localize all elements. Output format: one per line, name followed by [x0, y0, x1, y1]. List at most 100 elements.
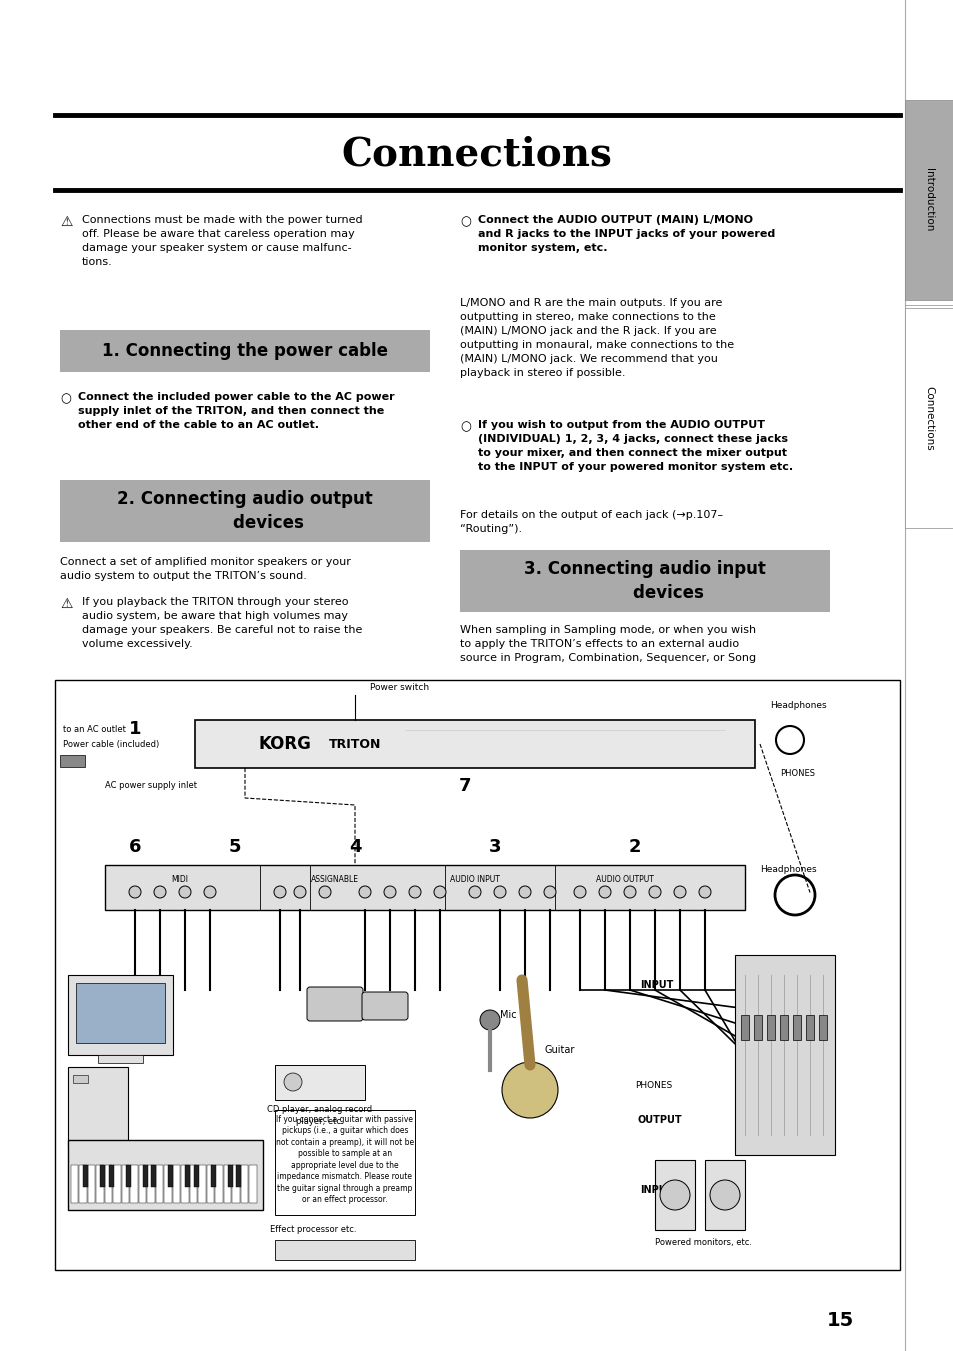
Circle shape — [434, 886, 446, 898]
Bar — [100, 1165, 106, 1188]
Text: Connections must be made with the power turned
off. Please be aware that careles: Connections must be made with the power … — [82, 215, 362, 267]
Text: Connect the AUDIO OUTPUT (MAIN) L/MONO
and R jacks to the INPUT jacks of your po: Connect the AUDIO OUTPUT (MAIN) L/MONO a… — [477, 215, 775, 253]
Bar — [211, 1165, 215, 1188]
Text: Effect processor etc.: Effect processor etc. — [270, 1225, 356, 1233]
Bar — [194, 720, 754, 767]
Bar — [241, 1165, 248, 1202]
Bar — [109, 1165, 113, 1188]
Circle shape — [204, 886, 215, 898]
Text: AUDIO INPUT: AUDIO INPUT — [450, 875, 499, 884]
Bar — [233, 1165, 240, 1202]
Bar — [207, 1165, 214, 1202]
Bar — [143, 1165, 148, 1188]
Circle shape — [274, 886, 286, 898]
Bar — [172, 1165, 180, 1202]
Text: 7: 7 — [458, 777, 471, 794]
Circle shape — [574, 886, 585, 898]
Bar — [60, 330, 430, 372]
Circle shape — [409, 886, 420, 898]
Bar — [131, 1165, 138, 1202]
FancyBboxPatch shape — [361, 992, 408, 1020]
Text: INPUT: INPUT — [639, 1185, 673, 1196]
Bar — [98, 1055, 143, 1063]
Circle shape — [648, 886, 660, 898]
Circle shape — [318, 886, 331, 898]
Bar — [215, 1165, 223, 1202]
Text: Connect a set of amplified monitor speakers or your
audio system to output the T: Connect a set of amplified monitor speak… — [60, 557, 351, 581]
Bar — [766, 1015, 774, 1040]
Text: 2: 2 — [628, 838, 640, 857]
Circle shape — [153, 886, 166, 898]
Circle shape — [543, 886, 556, 898]
Bar — [73, 1075, 88, 1084]
Text: Power switch: Power switch — [370, 684, 429, 692]
Bar — [704, 1161, 744, 1229]
Text: PHONES: PHONES — [635, 1081, 672, 1089]
Circle shape — [294, 886, 306, 898]
Bar — [805, 1015, 813, 1040]
Circle shape — [384, 886, 395, 898]
Text: Guitar: Guitar — [544, 1046, 575, 1055]
Bar — [236, 1165, 241, 1188]
Circle shape — [284, 1073, 302, 1092]
Text: ○: ○ — [60, 392, 71, 405]
Bar — [185, 1165, 191, 1188]
Text: If you connect a guitar with passive
pickups (i.e., a guitar which does
not cont: If you connect a guitar with passive pic… — [275, 1115, 414, 1204]
Bar — [105, 1165, 112, 1202]
Circle shape — [501, 1062, 558, 1119]
Bar — [181, 1165, 189, 1202]
Bar — [84, 1165, 89, 1188]
Bar — [792, 1015, 801, 1040]
FancyBboxPatch shape — [307, 988, 363, 1021]
Bar — [274, 1065, 365, 1100]
Bar — [148, 1165, 154, 1202]
Bar — [152, 1165, 156, 1188]
Circle shape — [129, 886, 141, 898]
Text: 2. Connecting audio output
        devices: 2. Connecting audio output devices — [117, 490, 373, 532]
Circle shape — [623, 886, 636, 898]
Text: 3: 3 — [488, 838, 500, 857]
Circle shape — [494, 886, 505, 898]
Text: Power cable (included): Power cable (included) — [63, 740, 159, 748]
Bar — [76, 984, 165, 1043]
Bar — [60, 480, 430, 542]
Text: KORG: KORG — [258, 735, 311, 753]
Text: Headphones: Headphones — [760, 866, 816, 874]
Text: Connections: Connections — [923, 385, 934, 450]
Text: 15: 15 — [825, 1310, 853, 1329]
Text: 3. Connecting audio input
        devices: 3. Connecting audio input devices — [523, 561, 765, 601]
Text: ○: ○ — [459, 420, 471, 434]
Bar — [60, 755, 85, 767]
Bar — [655, 1161, 695, 1229]
Bar — [156, 1165, 163, 1202]
Bar — [190, 1165, 197, 1202]
Bar — [818, 1015, 826, 1040]
Bar — [79, 1165, 87, 1202]
Text: 6: 6 — [129, 838, 141, 857]
Bar — [459, 550, 829, 612]
Text: Mic: Mic — [499, 1011, 517, 1020]
Text: CD player, analog record
player, etc.: CD player, analog record player, etc. — [267, 1105, 373, 1125]
Text: AC power supply inlet: AC power supply inlet — [105, 781, 196, 790]
Bar — [904, 308, 953, 528]
Circle shape — [659, 1179, 689, 1210]
Circle shape — [179, 886, 191, 898]
Bar — [113, 1165, 121, 1202]
Bar — [904, 0, 953, 1351]
Text: Headphones: Headphones — [769, 701, 825, 709]
Bar — [88, 1165, 95, 1202]
Bar — [228, 1165, 233, 1188]
Text: AUDIO OUTPUT: AUDIO OUTPUT — [596, 875, 653, 884]
Text: For details on the output of each jack (→p.107–
“Routing”).: For details on the output of each jack (… — [459, 509, 722, 534]
Circle shape — [469, 886, 480, 898]
Text: PHONES: PHONES — [780, 769, 814, 777]
Circle shape — [479, 1011, 499, 1029]
Text: TRITON: TRITON — [329, 738, 381, 751]
Bar — [169, 1165, 173, 1188]
Text: 1: 1 — [129, 720, 141, 738]
Text: 4: 4 — [349, 838, 361, 857]
Bar — [780, 1015, 787, 1040]
Text: When sampling in Sampling mode, or when you wish
to apply the TRITON’s effects t: When sampling in Sampling mode, or when … — [459, 626, 756, 663]
Text: 5: 5 — [229, 838, 241, 857]
Text: ASSIGNABLE: ASSIGNABLE — [311, 875, 358, 884]
